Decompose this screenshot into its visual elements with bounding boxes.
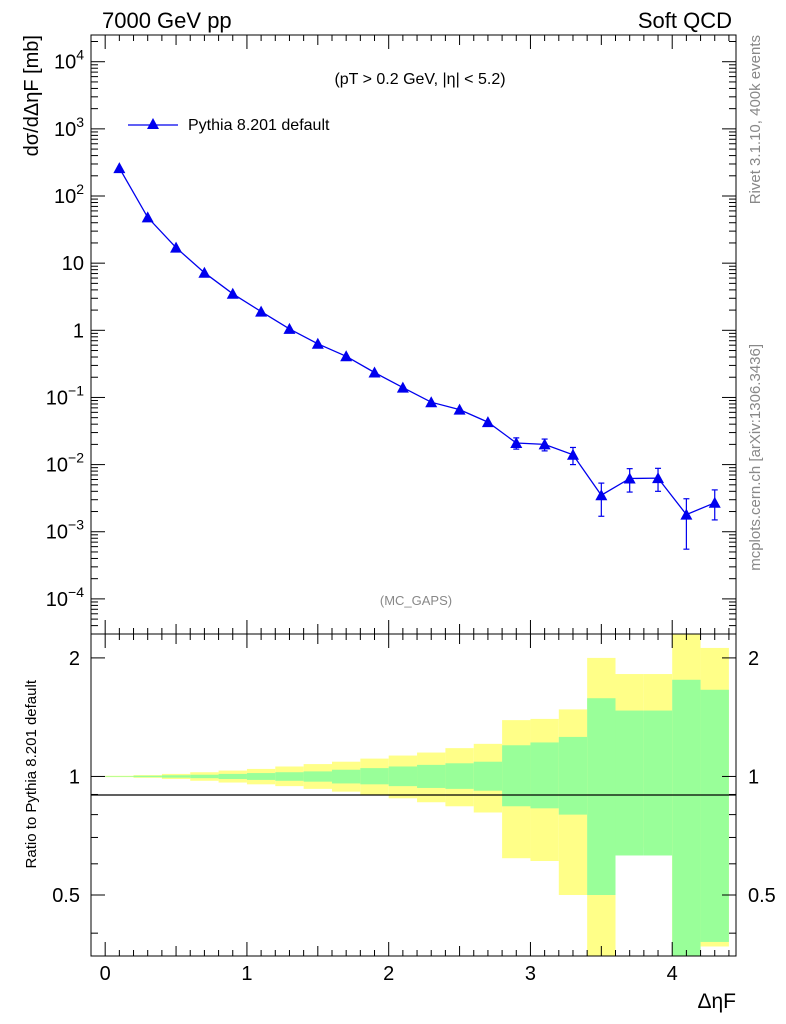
data-point bbox=[113, 162, 126, 174]
data-point bbox=[510, 436, 523, 448]
ratio-ylabel: Ratio to Pythia 8.201 default bbox=[23, 679, 40, 868]
y-tick-label: 10−3 bbox=[46, 517, 84, 544]
band-bin bbox=[275, 772, 304, 781]
ratio-y-tick-label: 2 bbox=[69, 648, 80, 670]
band-bin bbox=[615, 710, 644, 856]
band-bin bbox=[700, 689, 729, 942]
data-point bbox=[453, 403, 466, 415]
main-ylabel: dσ/dΔηF [mb] bbox=[21, 35, 43, 156]
data-point bbox=[595, 489, 608, 501]
data-point bbox=[652, 472, 665, 484]
y-tick-label: 10−1 bbox=[46, 382, 84, 409]
band-bin bbox=[473, 761, 503, 791]
ratio-panel: 0.5 0.5 1 1 2 2 0 1 2 3 4 Ratio to Pythia 8.201 de… bbox=[23, 633, 776, 1013]
data-point bbox=[425, 396, 438, 408]
band-bin bbox=[133, 775, 162, 778]
main-cut-label: (pT > 0.2 GeV, |η| < 5.2) bbox=[334, 71, 505, 88]
band-bin bbox=[246, 773, 276, 780]
x-tick-label: 2 bbox=[383, 963, 394, 985]
band-bin bbox=[445, 763, 474, 789]
data-point bbox=[566, 448, 579, 460]
band-bin bbox=[643, 710, 673, 856]
band-bin bbox=[417, 764, 446, 788]
main-series bbox=[113, 162, 721, 550]
band-bin bbox=[672, 679, 701, 956]
band-bin bbox=[558, 736, 588, 815]
band-bin bbox=[587, 698, 616, 895]
band-bin bbox=[331, 769, 361, 784]
data-point bbox=[198, 266, 211, 278]
ratio-y-tick-label: 1 bbox=[69, 766, 80, 788]
main-panel: (pT > 0.2 GeV, |η| < 5.2) 10−410−310−210… bbox=[21, 34, 737, 635]
band-stat bbox=[105, 679, 729, 956]
x-tick-label: 0 bbox=[100, 963, 111, 985]
band-bin bbox=[218, 773, 247, 780]
rivet-label: Rivet 3.1.10, 400k events bbox=[747, 35, 764, 204]
band-bin bbox=[190, 774, 219, 779]
series-line bbox=[118, 167, 715, 516]
x-tick-label: 1 bbox=[241, 963, 252, 985]
band-bin bbox=[105, 776, 134, 777]
header-left: 7000 GeV pp bbox=[102, 8, 232, 33]
x-axis-label: ΔηF bbox=[697, 990, 736, 1013]
band-bin bbox=[360, 768, 389, 785]
data-point bbox=[680, 508, 693, 520]
band-bin bbox=[161, 775, 191, 778]
ratio-bands bbox=[105, 634, 729, 956]
analysis-label: (MC_GAPS) bbox=[380, 593, 452, 608]
data-point bbox=[481, 416, 494, 428]
x-tick-label: 3 bbox=[525, 963, 536, 985]
band-bin bbox=[303, 771, 332, 782]
legend-marker bbox=[147, 118, 159, 129]
data-point bbox=[623, 472, 636, 484]
main-axes: 10−4 10−3 10−2 10−1 1 10 102 103 104 bbox=[46, 35, 736, 635]
ratio-y-tick-label-right: 2 bbox=[748, 648, 759, 670]
legend-entry: Pythia 8.201 default bbox=[188, 117, 330, 134]
data-point bbox=[226, 287, 239, 299]
data-point bbox=[170, 241, 183, 253]
ratio-y-tick-label: 0.5 bbox=[52, 885, 80, 907]
legend: Pythia 8.201 default bbox=[128, 117, 330, 134]
data-point bbox=[141, 211, 154, 223]
y-tick-label: 10−2 bbox=[46, 450, 84, 477]
y-tick-label: 10−4 bbox=[46, 584, 84, 611]
data-point bbox=[368, 366, 381, 378]
data-point bbox=[538, 438, 551, 450]
data-point bbox=[311, 337, 324, 349]
ratio-y-tick-label-right: 0.5 bbox=[748, 885, 776, 907]
ratio-frame bbox=[90, 633, 737, 957]
mcplots-label: mcplots.cern.ch [arXiv:1306.3436] bbox=[747, 344, 764, 571]
band-bin bbox=[388, 766, 418, 787]
error-bar bbox=[683, 498, 690, 550]
data-point bbox=[340, 350, 353, 362]
data-point bbox=[396, 381, 409, 393]
data-point bbox=[283, 322, 296, 334]
data-point bbox=[708, 496, 721, 508]
y-tick-label: 104 bbox=[54, 47, 84, 74]
data-point bbox=[255, 305, 268, 317]
band-bin bbox=[530, 742, 559, 809]
y-tick-label: 102 bbox=[54, 181, 84, 208]
y-tick-label: 10 bbox=[62, 253, 84, 275]
header-right: Soft QCD bbox=[638, 8, 732, 33]
band-bin bbox=[502, 745, 531, 807]
x-tick-label: 4 bbox=[667, 963, 678, 985]
ratio-y-tick-label-right: 1 bbox=[748, 766, 759, 788]
y-tick-label: 1 bbox=[73, 320, 84, 342]
y-tick-label: 103 bbox=[54, 114, 84, 141]
